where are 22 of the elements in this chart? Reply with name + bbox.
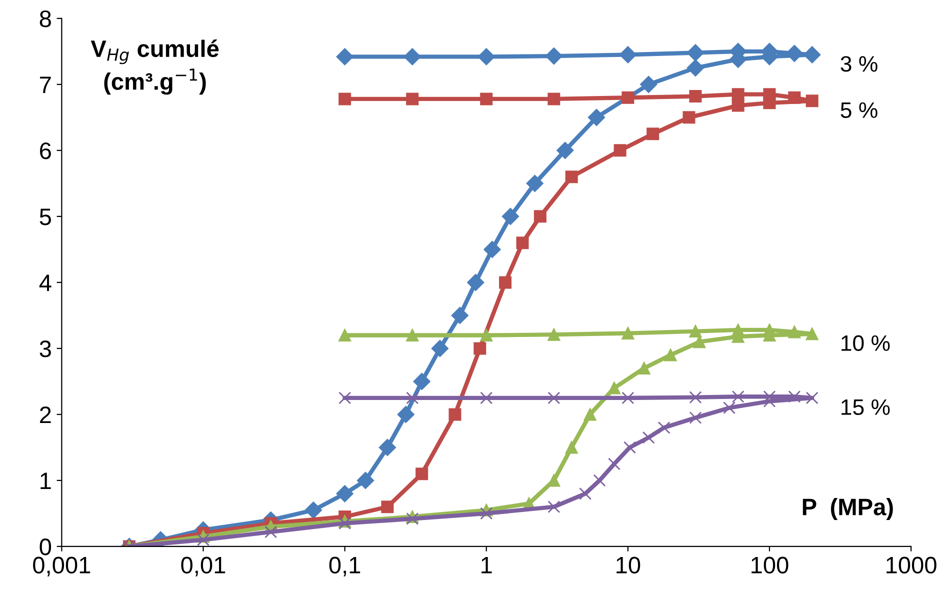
y-tick-label: 5 <box>40 208 51 226</box>
y-tick-label: 1 <box>40 472 51 490</box>
series-label: 10 % <box>842 335 890 351</box>
series-label: 5 % <box>840 102 878 118</box>
y-tick-label: 2 <box>40 406 51 424</box>
y-tick-label: 3 <box>40 340 51 358</box>
x-tick-label: 1 <box>482 557 492 574</box>
y-axis-title: V$_{Hg}$ cumulé (cm³.g$^{−1}$) <box>90 40 219 95</box>
y-tick-label: 0 <box>40 538 52 556</box>
x-tick-label: 0,001 <box>33 556 90 576</box>
series-label: 3 % <box>840 56 878 72</box>
x-axis-title: P (MPa) <box>802 498 893 520</box>
x-tick-label: 1000 <box>886 556 936 574</box>
y-tick-label: 4 <box>39 274 52 291</box>
y-tick-label: 6 <box>40 142 51 160</box>
x-tick-label: 10 <box>616 556 640 574</box>
x-tick-label: 100 <box>752 556 788 574</box>
series-label: 15 % <box>842 399 890 416</box>
x-tick-label: 0,1 <box>329 556 360 576</box>
y-tick-label: 7 <box>40 76 51 93</box>
x-tick-label: 0,01 <box>181 556 226 576</box>
y-tick-label: 8 <box>40 10 51 28</box>
